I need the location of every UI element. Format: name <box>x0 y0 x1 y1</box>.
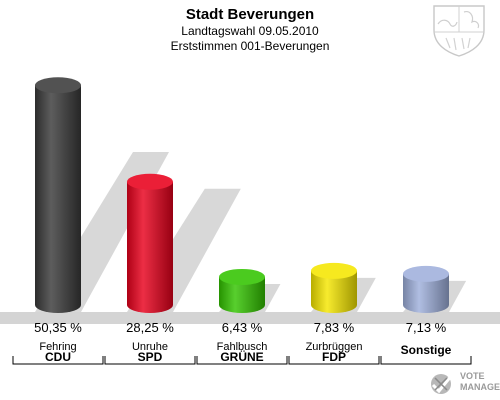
value-label: 6,43 % <box>222 320 263 335</box>
chart-subtitle-election: Landtagswahl 09.05.2010 <box>181 24 319 38</box>
bar-top <box>35 77 81 94</box>
vote-manager-logo-icon <box>431 374 454 394</box>
category-bracket <box>380 356 472 365</box>
bar-cdu <box>35 85 81 313</box>
category-bracket <box>12 356 104 365</box>
bar-fdp <box>311 270 357 313</box>
chart-title: Stadt Beverungen <box>185 6 315 23</box>
party-label: CDU <box>45 350 71 364</box>
brand-line-vote: VOTE <box>460 371 485 381</box>
chart-floor <box>0 312 500 324</box>
category-bracket <box>288 356 380 365</box>
candidate-label: Fehring <box>39 341 76 353</box>
nrw-coat-of-arms-icon <box>433 5 485 57</box>
candidate-label: Fahlbusch <box>217 341 268 353</box>
bar-sonstige <box>403 273 449 313</box>
value-label: 28,25 % <box>126 320 174 335</box>
bar-grüne <box>219 276 265 313</box>
candidate-label: Zurbrüggen <box>306 341 363 353</box>
bar-top <box>219 268 265 285</box>
candidate-label: Unruhe <box>132 341 168 353</box>
party-label: SPD <box>138 350 163 364</box>
bar-spd <box>127 181 173 313</box>
bar-top <box>127 173 173 190</box>
value-label: 7,13 % <box>406 320 447 335</box>
vote-manager-logo: VOTE MANAGER <box>460 371 500 393</box>
chart-header: Stadt Beverungen Landtagswahl 09.05.2010… <box>0 6 500 54</box>
category-bracket <box>104 356 196 365</box>
value-label: 50,35 % <box>34 320 82 335</box>
category-bracket <box>196 356 288 365</box>
bar-top <box>311 262 357 279</box>
brand-line-manager: MANAGER <box>460 382 500 392</box>
value-label: 7,83 % <box>314 320 355 335</box>
bar-top <box>403 265 449 282</box>
party-label: FDP <box>322 350 346 364</box>
party-label: GRÜNE <box>220 349 263 364</box>
party-label: Sonstige <box>401 343 452 357</box>
chart-subtitle-ballot: Erststimmen 001-Beverungen <box>170 39 330 53</box>
